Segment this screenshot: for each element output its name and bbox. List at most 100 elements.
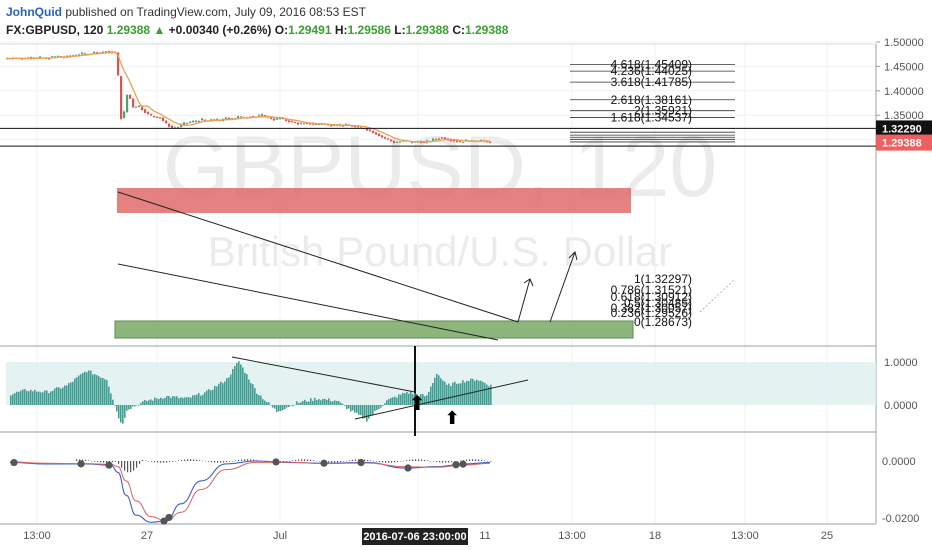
histogram-bar	[470, 378, 472, 405]
candle	[237, 116, 240, 118]
histogram-bar	[408, 393, 410, 405]
time-tick-label: 13:00	[558, 530, 586, 542]
upper-trendline[interactable]	[117, 191, 519, 323]
candle	[378, 133, 381, 137]
candle	[252, 116, 255, 118]
histogram-bar	[80, 374, 82, 405]
histogram-bar	[250, 383, 252, 405]
histogram-bar	[146, 401, 148, 405]
histogram-bar	[132, 405, 134, 407]
projection-arrow[interactable]	[517, 278, 531, 323]
histogram-bar	[32, 391, 34, 405]
histogram-bar	[176, 396, 178, 405]
macd-histogram-bar	[124, 461, 126, 471]
macd-histogram-bar	[196, 459, 198, 461]
histogram-bar	[192, 395, 194, 405]
histogram-bar	[234, 366, 236, 405]
candle	[444, 137, 447, 140]
up-arrow-icon: ⬆	[409, 393, 426, 415]
candle	[201, 118, 204, 121]
candle	[489, 142, 492, 144]
macd-histogram-bar	[394, 461, 396, 463]
macd-histogram-bar	[187, 459, 189, 461]
macd-histogram-bar	[475, 459, 477, 461]
macd-histogram-bar	[469, 459, 471, 461]
fib-level-label: 0.618(1.30912)	[611, 290, 692, 304]
histogram-bar	[474, 380, 476, 405]
macd-histogram-bar	[421, 459, 423, 461]
time-axis[interactable]: 13:00 27 Jul 11 13:00 18 13:00 25 2016-07-06 23:…	[23, 528, 833, 545]
pane-borders	[0, 43, 877, 525]
macd-histogram-bar	[139, 461, 141, 464]
candle	[108, 50, 111, 52]
price-tick-label: 1.40000	[884, 86, 924, 98]
histogram-bar	[240, 364, 242, 405]
histogram-bar	[258, 395, 260, 405]
histogram-bar	[282, 405, 284, 411]
support-zone[interactable]	[114, 320, 634, 339]
candle	[261, 114, 264, 117]
macd-histogram-bar	[415, 459, 417, 461]
macd-histogram-bar	[418, 459, 420, 461]
histogram-bar	[304, 399, 306, 405]
macd-histogram-bar	[184, 459, 186, 461]
macd-histogram-bar	[166, 461, 168, 463]
macd-histogram-bar	[289, 460, 291, 462]
macd-histogram-bar	[334, 461, 336, 463]
price-axis[interactable]: 1.500001.450001.400001.350001.300001.322…	[876, 37, 932, 525]
candle	[150, 114, 153, 116]
crossover-dot	[272, 458, 280, 466]
histogram-bar	[272, 405, 274, 408]
histogram-bar	[166, 395, 168, 405]
macd-histogram-bar	[385, 461, 387, 463]
candle	[162, 117, 165, 121]
macd-histogram-bar	[100, 461, 102, 463]
macd-pane[interactable]	[9, 458, 492, 525]
candle	[96, 52, 99, 54]
macd-histogram-bar	[445, 461, 447, 463]
histogram-bar	[34, 389, 36, 405]
fibonacci-extension[interactable]: 0(1.28673)0.236(1.29526)0.382(1.30057)0.…	[570, 57, 736, 329]
candle	[192, 121, 195, 123]
price-pane[interactable]	[6, 50, 492, 144]
low-value: 1.29388	[405, 23, 449, 37]
histogram-bar	[64, 385, 66, 405]
candle	[147, 111, 150, 114]
lower-trendline[interactable]	[117, 263, 499, 341]
crossover-dot	[160, 517, 168, 525]
author-link[interactable]: JohnQuid	[6, 5, 62, 19]
resistance-zone[interactable]	[117, 188, 631, 213]
projection-arrow[interactable]	[549, 251, 576, 323]
candle	[129, 94, 132, 99]
histogram-bar	[376, 405, 378, 411]
histogram-bar	[404, 393, 406, 405]
macd-histogram-bar	[211, 461, 213, 463]
symbol-label[interactable]: FX:GBPUSD, 120	[6, 23, 104, 37]
histogram-bar	[218, 383, 220, 405]
candle	[327, 124, 330, 126]
oscillator-trendline[interactable]	[354, 379, 529, 420]
macd-histogram-bar	[130, 461, 132, 473]
macd-histogram-bar	[121, 461, 123, 468]
candle	[297, 122, 300, 125]
histogram-bar	[58, 387, 60, 405]
candle	[279, 117, 282, 119]
candle	[288, 120, 291, 123]
histogram-bar	[354, 405, 356, 413]
macd-histogram-bar	[85, 459, 87, 461]
histogram-bar	[256, 393, 258, 405]
fib-connector	[699, 278, 736, 313]
histogram-bar	[14, 393, 16, 405]
oscillator-pane[interactable]: ⬆⬆	[10, 356, 529, 428]
drawings[interactable]	[0, 127, 876, 436]
histogram-bar	[286, 405, 288, 408]
histogram-bar	[30, 389, 32, 405]
histogram-bar	[346, 405, 348, 410]
candle	[177, 127, 180, 129]
histogram-bar	[416, 394, 418, 405]
macd-histogram-bar	[409, 459, 411, 461]
macd-histogram-bar	[424, 459, 426, 461]
candle	[198, 121, 201, 123]
oscillator-trendline[interactable]	[231, 356, 416, 393]
